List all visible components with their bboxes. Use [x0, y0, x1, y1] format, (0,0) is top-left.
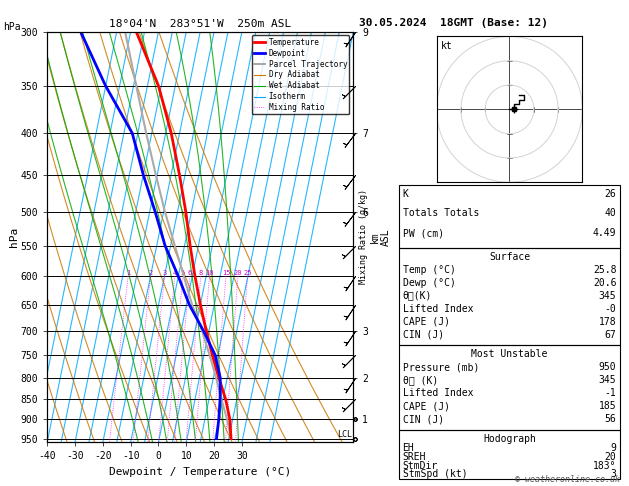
Text: Lifted Index: Lifted Index	[403, 388, 473, 398]
Text: 5: 5	[181, 270, 185, 277]
Text: 10: 10	[205, 270, 214, 277]
Text: 56: 56	[604, 415, 616, 424]
Text: 20: 20	[604, 451, 616, 462]
Text: 178: 178	[599, 316, 616, 327]
Title: 18°04'N  283°51'W  250m ASL: 18°04'N 283°51'W 250m ASL	[109, 19, 291, 30]
Text: 4: 4	[173, 270, 177, 277]
Text: Totals Totals: Totals Totals	[403, 208, 479, 218]
Text: 185: 185	[599, 401, 616, 411]
Text: -0: -0	[604, 304, 616, 313]
Text: 2: 2	[148, 270, 153, 277]
Y-axis label: hPa: hPa	[9, 227, 19, 247]
Text: K: K	[403, 189, 408, 199]
Text: StmDir: StmDir	[403, 461, 438, 470]
Text: 345: 345	[599, 291, 616, 301]
Legend: Temperature, Dewpoint, Parcel Trajectory, Dry Adiabat, Wet Adiabat, Isotherm, Mi: Temperature, Dewpoint, Parcel Trajectory…	[252, 35, 350, 114]
Text: Most Unstable: Most Unstable	[471, 349, 548, 359]
Text: 4.49: 4.49	[593, 228, 616, 238]
Text: CIN (J): CIN (J)	[403, 330, 443, 340]
Text: SREH: SREH	[403, 451, 426, 462]
Text: 15: 15	[221, 270, 230, 277]
Text: θᴇ (K): θᴇ (K)	[403, 375, 438, 385]
Text: 183°: 183°	[593, 461, 616, 470]
Text: LCL: LCL	[337, 430, 352, 439]
Text: 950: 950	[599, 362, 616, 372]
Text: 3: 3	[611, 469, 616, 479]
Text: 25.8: 25.8	[593, 265, 616, 275]
Text: Dewp (°C): Dewp (°C)	[403, 278, 455, 288]
Text: StmSpd (kt): StmSpd (kt)	[403, 469, 467, 479]
Text: hPa: hPa	[3, 22, 21, 32]
Text: © weatheronline.co.uk: © weatheronline.co.uk	[515, 474, 620, 484]
Text: 26: 26	[604, 189, 616, 199]
Text: 40: 40	[604, 208, 616, 218]
Text: Hodograph: Hodograph	[483, 434, 536, 444]
Text: Surface: Surface	[489, 252, 530, 262]
Text: Temp (°C): Temp (°C)	[403, 265, 455, 275]
Text: EH: EH	[403, 443, 415, 453]
Text: 6: 6	[187, 270, 192, 277]
Text: 1: 1	[126, 270, 130, 277]
Text: 20.6: 20.6	[593, 278, 616, 288]
Text: Pressure (mb): Pressure (mb)	[403, 362, 479, 372]
Text: CAPE (J): CAPE (J)	[403, 316, 450, 327]
Text: PW (cm): PW (cm)	[403, 228, 443, 238]
Text: CIN (J): CIN (J)	[403, 415, 443, 424]
Text: Lifted Index: Lifted Index	[403, 304, 473, 313]
Text: 25: 25	[243, 270, 252, 277]
Text: 345: 345	[599, 375, 616, 385]
Text: -1: -1	[604, 388, 616, 398]
Text: kt: kt	[441, 41, 453, 51]
Text: CAPE (J): CAPE (J)	[403, 401, 450, 411]
Text: 30.05.2024  18GMT (Base: 12): 30.05.2024 18GMT (Base: 12)	[359, 18, 547, 29]
X-axis label: Dewpoint / Temperature (°C): Dewpoint / Temperature (°C)	[109, 467, 291, 477]
Text: θᴇ(K): θᴇ(K)	[403, 291, 432, 301]
Text: 20: 20	[234, 270, 242, 277]
Text: 3: 3	[162, 270, 167, 277]
Text: 9: 9	[611, 443, 616, 453]
Text: 67: 67	[604, 330, 616, 340]
Text: 8: 8	[199, 270, 203, 277]
Text: Mixing Ratio (g/kg): Mixing Ratio (g/kg)	[359, 190, 369, 284]
Y-axis label: km
ASL: km ASL	[370, 228, 391, 246]
